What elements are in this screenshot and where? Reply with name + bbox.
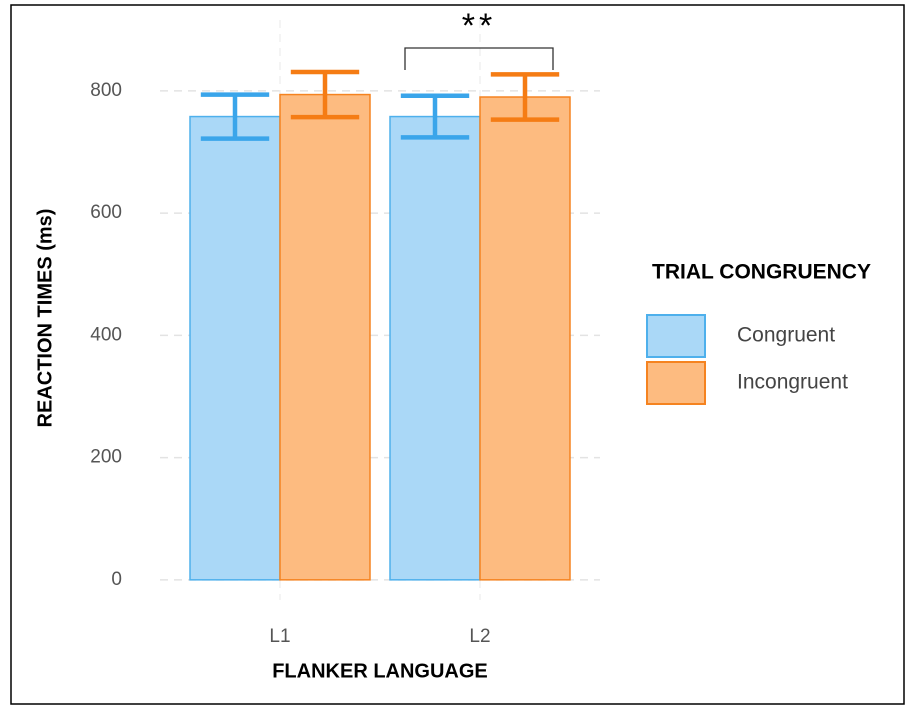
y-axis-title: REACTION TIMES (ms): [34, 209, 56, 428]
bar: [479, 96, 571, 581]
x-tick-label: L2: [469, 626, 490, 647]
legend-swatch: [646, 314, 706, 358]
x-axis-title: FLANKER LANGUAGE: [272, 660, 488, 682]
bar: [189, 115, 281, 581]
bar: [389, 115, 481, 581]
error-bar: [400, 93, 470, 140]
error-bar: [290, 69, 360, 120]
x-tick-label: L1: [269, 626, 290, 647]
y-tick-label: 400: [90, 324, 122, 345]
error-bar: [200, 92, 270, 141]
y-tick-label: 600: [90, 202, 122, 223]
significance-bracket: [404, 47, 554, 70]
error-bar: [490, 72, 560, 122]
significance-label: **: [462, 7, 496, 45]
legend-title: TRIAL CONGRUENCY: [652, 261, 871, 284]
legend-label: Congruent: [737, 324, 835, 347]
y-tick-label: 800: [90, 80, 122, 101]
y-tick-label: 0: [111, 569, 122, 590]
legend-swatch: [646, 361, 706, 405]
y-tick-label: 200: [90, 447, 122, 468]
bar: [279, 93, 371, 581]
legend-label: Incongruent: [737, 371, 848, 394]
marks: Congruent Incongruent: [189, 69, 848, 581]
